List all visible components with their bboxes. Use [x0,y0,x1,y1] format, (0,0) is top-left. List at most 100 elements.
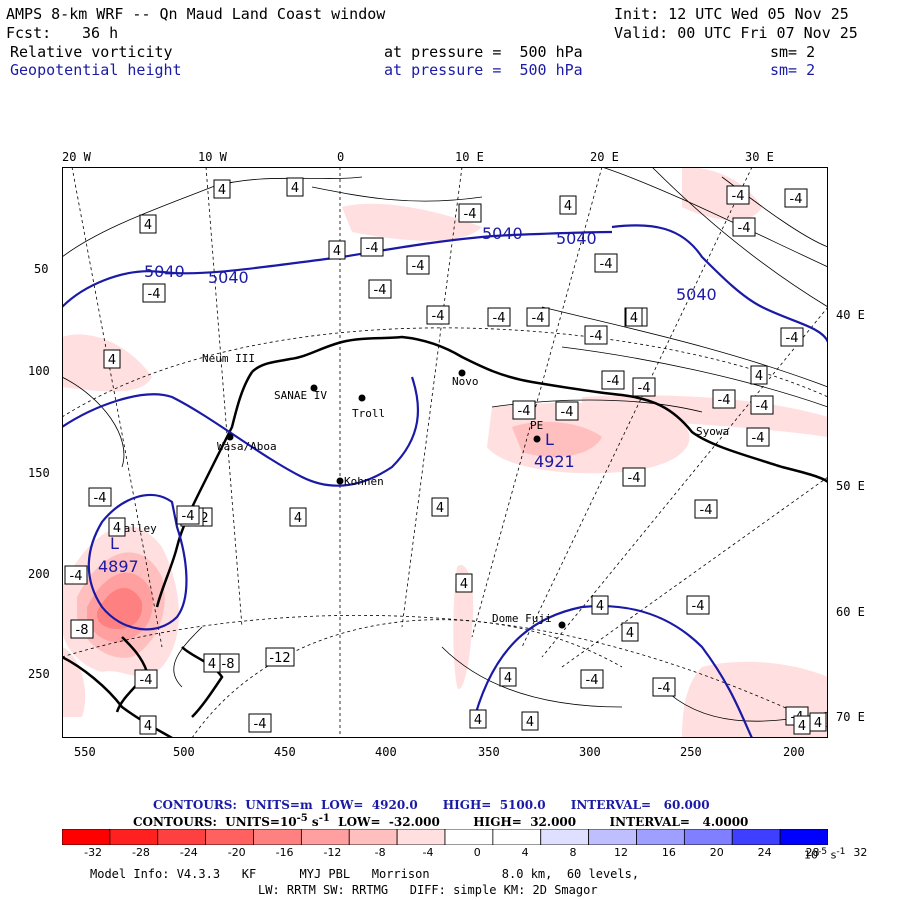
svg-text:-4: -4 [518,404,531,419]
low-value: 4921 [534,452,575,471]
station-label: PE [530,419,543,432]
colorbar-tick-label: -8 [374,846,386,859]
height-label: 5040 [208,268,249,287]
left-axis-label: 200 [28,567,50,581]
map-background [62,167,828,738]
svg-text:-4: -4 [738,221,751,236]
field1-smoothing: sm= 2 [770,43,816,61]
colorbar-tick-label: -32 [84,846,103,859]
svg-text:-4: -4 [590,329,603,344]
vorticity-contour-label: -4 [726,185,750,205]
vorticity-contour-label: -4 [732,217,756,237]
colorbar-tick-label: -24 [179,846,198,859]
svg-text:-4: -4 [148,287,161,302]
field2-name: Geopotential height [10,61,182,79]
vorticity-contour-label: -4 [622,467,646,487]
vorticity-contour-label: 4 [213,179,231,199]
vorticity-contour-label: -8 [216,653,240,673]
vorticity-contour-label: -4 [526,307,550,327]
colorbar-tick-label: -12 [323,846,342,859]
forecast-map: Neum III SANAE IV Troll Novo Wasa/Aboa K… [62,167,828,738]
vorticity-contour-label: -4 [784,188,808,208]
vorticity-contour-label: -4 [580,669,604,689]
svg-text:-4: -4 [254,717,267,732]
svg-text:-8: -8 [76,623,89,638]
colorbar-swatch [205,829,254,845]
colorbar [62,829,828,845]
station-label: Troll [352,407,385,420]
svg-text:4: 4 [596,599,604,614]
colorbar-swatch [444,829,494,845]
colorbar-swatch [683,829,733,845]
vorticity-contour-label: 4 [455,573,473,593]
svg-text:4: 4 [218,183,226,198]
svg-text:4: 4 [291,181,299,196]
top-axis-label: 0 [337,150,345,164]
colorbar-tick-label: 12 [614,846,629,859]
units-exponent: -1 [318,813,330,824]
vorticity-contour-label: 4 [203,653,221,673]
vorticity-contour-label: -4 [652,677,676,697]
latlon-grid [62,167,828,738]
vorticity-contour-label: -4 [360,237,384,257]
svg-text:-4: -4 [532,311,545,326]
colorbar-tick-label: 24 [757,846,772,859]
svg-text:-4: -4 [732,189,745,204]
svg-text:-4: -4 [464,207,477,222]
svg-text:-4: -4 [600,257,613,272]
svg-text:-4: -4 [412,259,425,274]
vorticity-contour-label: -4 [176,505,200,525]
vorticity-contour-label: 4 [139,715,157,735]
svg-text:-4: -4 [658,681,671,696]
colorbar-swatch [492,829,542,845]
station-dot [336,477,344,485]
svg-text:-4: -4 [561,405,574,420]
init-time: Init: 12 UTC Wed 05 Nov 25 [614,5,849,23]
svg-text:-4: -4 [718,393,731,408]
vorticity-contour-label: 4 [286,177,304,197]
right-axis-label: 60 E [836,605,865,619]
left-axis-label: 50 [34,262,49,276]
svg-text:-4: -4 [638,381,651,396]
colorbar-swatch [253,829,302,845]
height-label: 5040 [482,224,523,243]
colorbar-tick-label: -28 [131,846,150,859]
height-contour-info: CONTOURS: UNITS=m LOW= 4920.0 HIGH= 5100… [153,798,710,812]
svg-text:-4: -4 [493,311,506,326]
station-label: Syowa [696,425,729,438]
colorbar-tick-label: -20 [227,846,246,859]
vorticity-contour-label: 4 [431,497,449,517]
colorbar-tick-label: 8 [569,846,577,859]
low-value: 4897 [98,557,139,576]
vorticity-contour-label: -4 [64,565,88,585]
top-axis-label: 20 W [62,150,91,164]
vorticity-contour-label: -4 [584,325,608,345]
colorbar-swatch [731,829,781,845]
vorticity-contour-label: -4 [88,487,112,507]
svg-text:4: 4 [108,353,116,368]
vorticity-contour-label: 4 [521,711,539,731]
colorbar-units-s: s [830,848,837,862]
low-symbol: L [545,430,554,449]
svg-text:4: 4 [333,244,341,259]
vorticity-labels: 4 4 4 -4 4 -4 -4 -4 -4 -4 -4 -4 -4 -4 -4 -4 4 4 4 -4 -4 -4 -4 4… [64,177,827,735]
svg-text:4: 4 [294,511,302,526]
svg-text:-4: -4 [374,283,387,298]
vorticity-contour-label: -4 [134,669,158,689]
bottom-axis-label: 450 [274,745,296,759]
svg-text:4: 4 [526,715,534,730]
colorbar-swatch [348,829,398,845]
vorticity-contour-label: -4 [512,400,536,420]
vorticity-contour-label: 4 [809,712,827,732]
colorbar-units-exp: -5 [818,846,828,857]
vorticity-contour-label: -4 [555,401,579,421]
colorbar-tick-label: 28 [805,846,820,859]
vorticity-contour-label: 4 [289,507,307,527]
station-label: Wasa/Aboa [217,440,277,453]
svg-text:4: 4 [474,713,482,728]
vorticity-contour-label: -4 [712,389,736,409]
svg-text:-4: -4 [752,431,765,446]
forecast-hours: 36 h [82,24,119,42]
vorticity-contour-label: -4 [594,253,618,273]
right-axis-label: 50 E [836,479,865,493]
